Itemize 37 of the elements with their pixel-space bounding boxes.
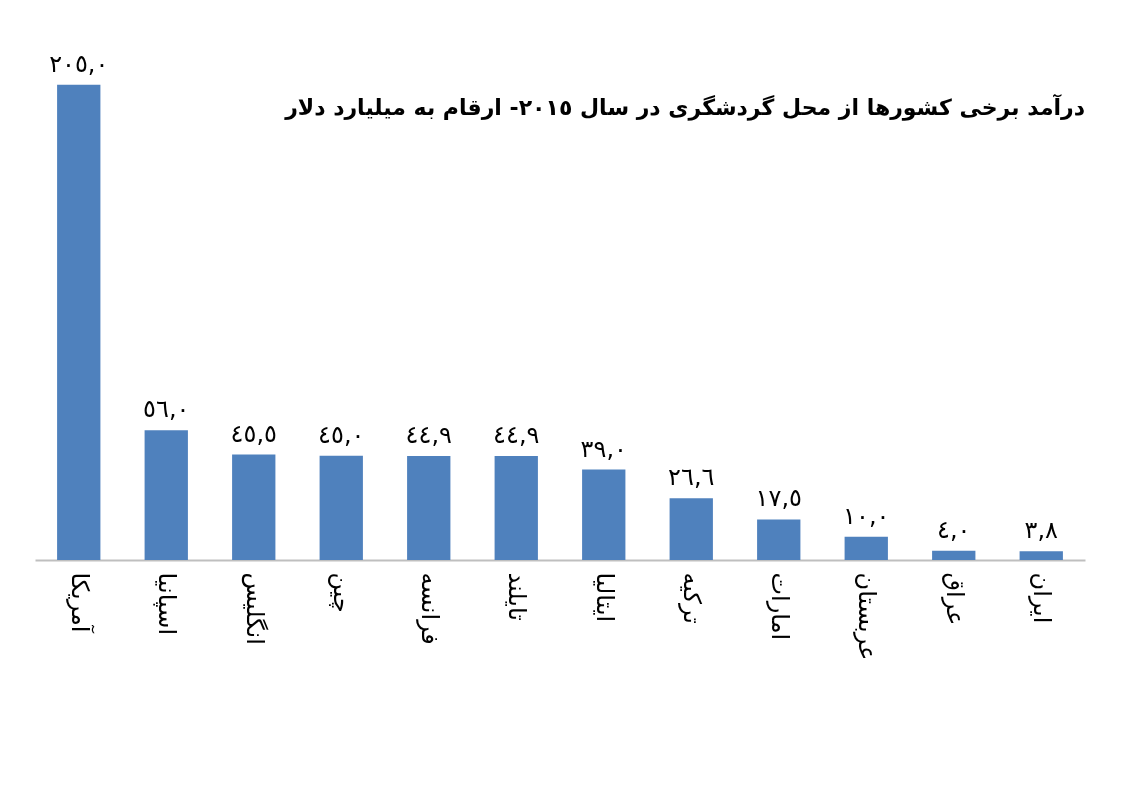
data-label: ٤٥,٠ xyxy=(318,420,365,449)
bar xyxy=(844,536,888,560)
x-tick-label: آمریکا xyxy=(65,572,95,634)
bar xyxy=(757,519,801,560)
bar xyxy=(57,84,101,560)
data-label: ٣٩,٠ xyxy=(580,434,627,463)
bar xyxy=(932,550,976,560)
data-label: ٤٤,٩ xyxy=(493,420,540,449)
data-label: ٥٦,٠ xyxy=(143,395,190,424)
bar xyxy=(669,498,713,560)
text: درآمد برخی کشورها از محل گردشگری در سال ٢٠١٥- ارقام به میلیارد دلار xyxy=(284,93,1085,121)
data-label: ٣,٨ xyxy=(1024,516,1059,545)
bar xyxy=(319,455,363,560)
x-tick-label: عراق xyxy=(940,572,969,626)
x-tick-label: ترکیه xyxy=(678,572,707,624)
bar xyxy=(1019,551,1063,560)
x-tick-label: عربستان xyxy=(853,572,882,661)
x-tick-label: ایتالیا xyxy=(590,572,619,623)
x-tick-label: انگلیس xyxy=(240,572,269,645)
data-label: ٤,٠ xyxy=(937,515,971,544)
x-tick-label: چین xyxy=(328,572,357,613)
x-tick-label: فرانسه xyxy=(415,572,444,645)
x-tick-label: اسپانیا xyxy=(153,572,182,636)
bar xyxy=(494,455,538,560)
x-tick-label: ایران xyxy=(1028,572,1057,624)
data-label: ٢٠٥,٠ xyxy=(49,49,109,78)
data-label: ٤٤,٩ xyxy=(405,420,452,449)
bar xyxy=(582,469,626,560)
bar xyxy=(407,455,451,560)
data-label: ١٠,٠ xyxy=(843,501,890,530)
data-label: ٤٥,٥ xyxy=(230,419,277,448)
bar xyxy=(144,430,188,560)
data-label: ٢٦,٦ xyxy=(668,463,715,492)
x-tick-label: امارات xyxy=(765,572,794,641)
x-tick-label: تایلند xyxy=(503,572,532,621)
data-label: ١٧,٥ xyxy=(755,484,802,513)
bar xyxy=(232,454,276,560)
